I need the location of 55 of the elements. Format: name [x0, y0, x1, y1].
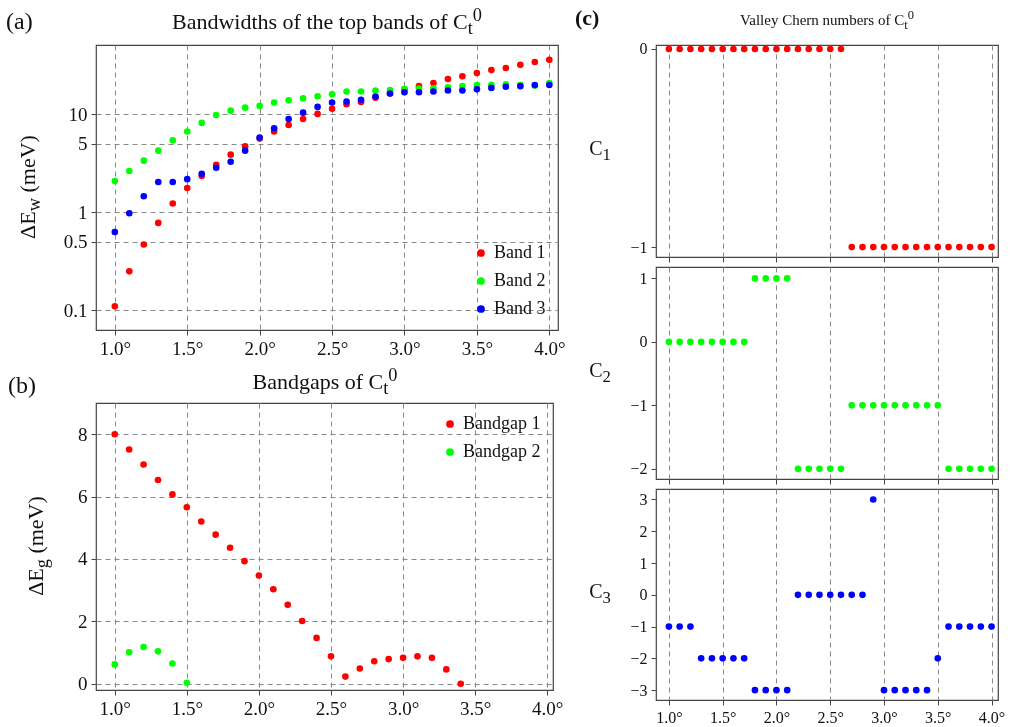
y-tick-label: −3 — [630, 681, 648, 699]
y-tick-label: 5 — [78, 133, 88, 155]
x-tick-label: 1.5° — [172, 337, 204, 359]
text: (c) — [575, 5, 600, 31]
x-tick-label: 3.0° — [387, 697, 420, 719]
y-tick-label: 0 — [639, 333, 648, 351]
x-tick-label: 2.5° — [817, 708, 844, 726]
x-tick-label: 4.0° — [978, 708, 1006, 726]
y-tick-label: 0 — [639, 40, 648, 58]
y-tick-label: 0.1 — [63, 299, 88, 321]
y-tick-label: −1 — [630, 396, 648, 414]
x-tick-label: 2.5° — [315, 697, 348, 719]
y-tick-label: 1 — [639, 554, 648, 572]
x-tick-label: 2.5° — [316, 337, 349, 359]
legend-label: Band 2 — [494, 270, 546, 290]
legend-label: Bandgap 2 — [463, 441, 541, 461]
legend-label: Band 1 — [494, 242, 546, 262]
y-tick-label: 0.5 — [63, 231, 88, 253]
y-tick-label: −1 — [630, 618, 648, 636]
y-tick-label: 3 — [639, 490, 648, 508]
x-tick-label: 2.0° — [763, 708, 791, 726]
y-tick-label: 2 — [78, 610, 88, 632]
text: (a) — [6, 8, 33, 35]
x-tick-label: 2.0° — [244, 337, 276, 359]
x-tick-label: 3.5° — [461, 337, 494, 359]
x-tick-label: 1.0° — [99, 697, 131, 719]
y-tick-label: 6 — [78, 486, 88, 508]
x-tick-label: 4.0° — [532, 697, 564, 719]
y-tick-label: 0 — [78, 673, 88, 695]
y-axis-title: C$_{1}$ — [589, 137, 611, 165]
x-tick-label: 1.5° — [171, 697, 203, 719]
x-tick-label: 3.0° — [389, 337, 421, 359]
x-tick-label: 4.0° — [534, 337, 566, 359]
x-tick-label: 3.5° — [925, 708, 952, 726]
y-tick-label: 0 — [639, 586, 648, 604]
y-axis-title: C$_{3}$ — [589, 580, 611, 608]
y-tick-label: 1 — [639, 269, 648, 287]
x-tick-label: 1.0° — [99, 337, 132, 359]
x-tick-label: 1.0° — [656, 708, 683, 726]
legend-label: Band 3 — [494, 298, 546, 318]
legend-label: Bandgap 1 — [463, 413, 541, 433]
y-tick-label: 2 — [639, 522, 648, 540]
y-tick-label: 10 — [68, 103, 88, 125]
text: (b) — [8, 372, 36, 399]
y-axis-title: C$_{2}$ — [589, 359, 611, 387]
x-tick-label: 3.0° — [871, 708, 898, 726]
x-tick-label: 3.5° — [459, 697, 492, 719]
y-tick-label: −1 — [630, 238, 648, 256]
y-tick-label: 1 — [78, 201, 88, 223]
y-tick-label: 4 — [78, 548, 88, 570]
y-tick-label: 8 — [78, 423, 88, 445]
x-tick-label: 1.5° — [709, 708, 737, 726]
y-tick-label: −2 — [630, 460, 648, 478]
x-tick-label: 2.0° — [243, 697, 276, 719]
y-tick-label: −2 — [630, 649, 648, 667]
